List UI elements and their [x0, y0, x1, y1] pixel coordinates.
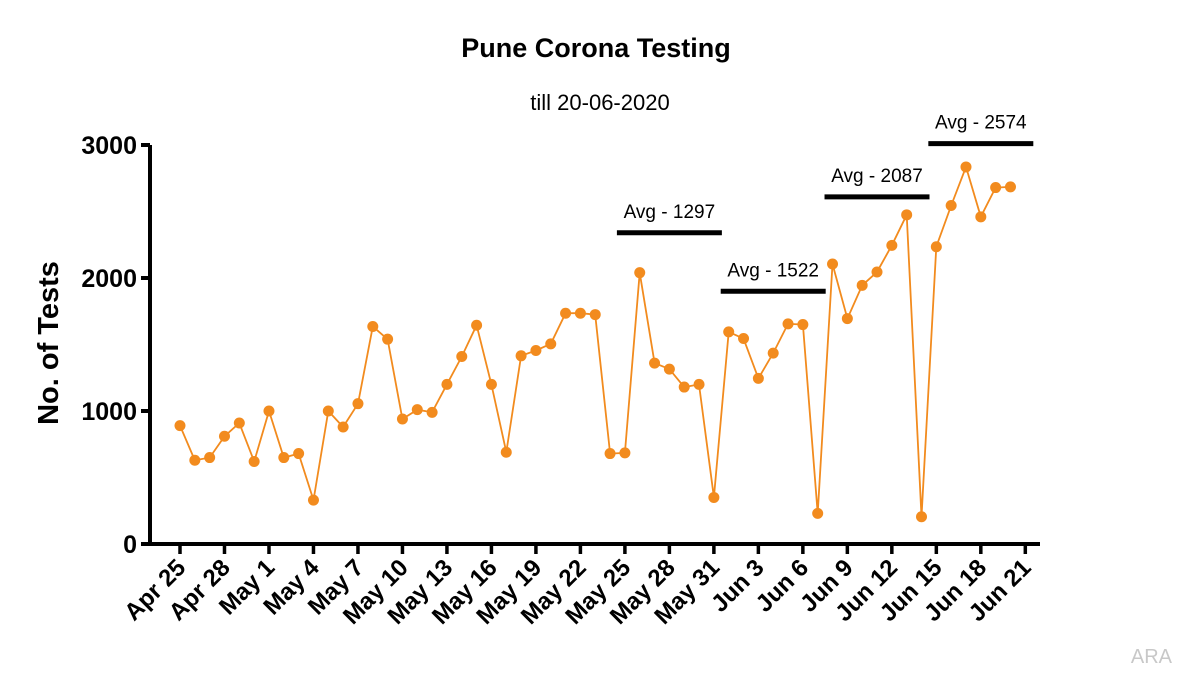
data-point [975, 211, 987, 223]
y-tick-label: 0 [123, 531, 137, 559]
chart-title: Pune Corona Testing [461, 33, 731, 63]
data-point [574, 307, 586, 319]
chart-subtitle: till 20-06-2020 [530, 90, 669, 115]
data-point [456, 350, 468, 362]
data-point [263, 405, 275, 417]
data-point [485, 378, 497, 390]
data-point [678, 381, 690, 393]
average-label: Avg - 1522 [727, 260, 819, 281]
data-point [426, 406, 438, 418]
data-point [411, 404, 423, 416]
data-point [530, 344, 542, 356]
data-point [901, 209, 913, 221]
data-point [471, 319, 483, 331]
data-point [545, 338, 557, 350]
average-label: Avg - 2574 [935, 113, 1027, 134]
data-point [293, 448, 305, 460]
data-point [797, 319, 809, 331]
data-point [500, 446, 512, 458]
data-point [560, 307, 572, 319]
data-point [604, 448, 616, 460]
data-point [708, 491, 720, 503]
average-label: Avg - 2087 [831, 166, 923, 187]
data-point [634, 267, 646, 279]
series-path [179, 164, 1011, 517]
data-point [515, 350, 527, 362]
data-point [441, 378, 453, 390]
data-point [278, 452, 290, 464]
average-label: Avg - 1297 [624, 202, 716, 223]
y-axis-label: No. of Tests [33, 261, 65, 425]
data-point [322, 405, 334, 417]
data-point [204, 452, 216, 464]
data-point [337, 421, 349, 433]
data-point [174, 420, 186, 432]
watermark: ARA [1131, 646, 1173, 668]
data-point [189, 454, 201, 466]
data-point [248, 456, 260, 468]
data-point [649, 357, 661, 369]
data-point [767, 347, 779, 359]
y-tick-label: 1000 [81, 398, 137, 426]
data-point [930, 241, 942, 253]
data-point [782, 318, 794, 330]
data-point [827, 258, 839, 270]
data-point [367, 321, 379, 333]
data-point [218, 430, 230, 442]
series-line [174, 161, 1016, 523]
data-point [589, 309, 601, 321]
data-point [960, 161, 972, 173]
y-tick-label: 2000 [81, 265, 137, 293]
data-point [1004, 181, 1016, 193]
data-point [871, 266, 883, 278]
data-point [723, 326, 735, 338]
data-point [663, 363, 675, 375]
data-point [812, 507, 824, 519]
data-point [886, 239, 898, 251]
data-point [352, 398, 364, 410]
data-point [693, 378, 705, 390]
data-point [382, 333, 394, 345]
data-point [738, 333, 750, 345]
average-annotations: Avg - 1297 Avg - 1522 Avg - 2087 Avg - 2574 [616, 113, 1034, 294]
data-point [916, 511, 927, 523]
data-point [619, 447, 631, 459]
data-point [841, 313, 853, 325]
data-point [307, 494, 319, 506]
y-tick-label: 3000 [81, 132, 137, 160]
data-point [856, 279, 868, 291]
data-point [752, 372, 764, 384]
data-point [396, 413, 408, 425]
data-point [945, 200, 957, 212]
data-point [990, 182, 1002, 194]
data-point [233, 417, 245, 429]
